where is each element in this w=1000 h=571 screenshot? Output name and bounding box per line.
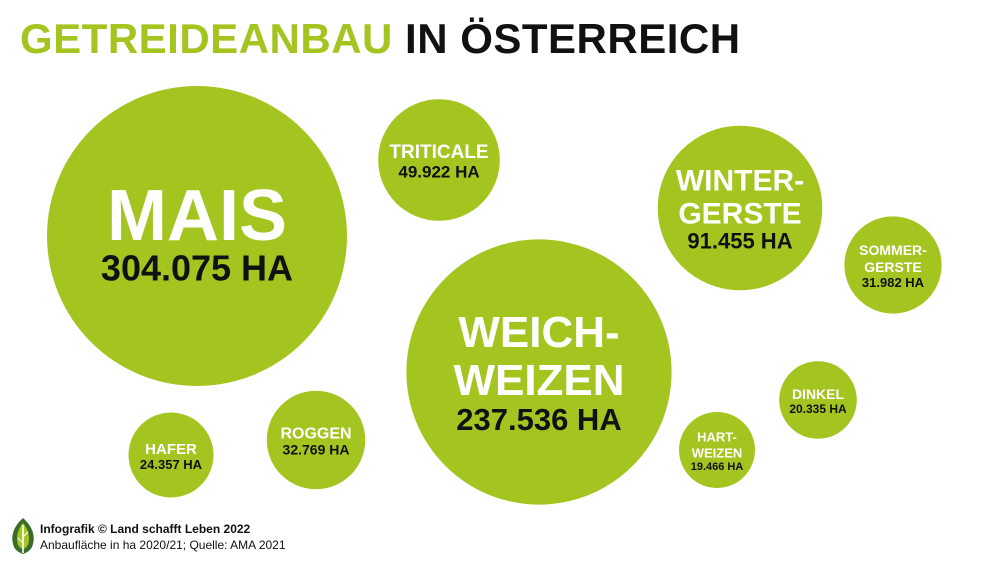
- bubble-hafer: [128, 412, 214, 498]
- bubble-dinkel: [779, 361, 857, 439]
- bubble-label-hartweizen: WEIZEN: [692, 445, 743, 460]
- bubble-mais: [47, 86, 347, 386]
- bubble-value-mais: 304.075 HA: [101, 248, 293, 289]
- bubble-value-wintergerste: 91.455 HA: [687, 228, 792, 253]
- bubble-weichweizen: [406, 239, 672, 505]
- footer-source: Anbaufläche in ha 2020/21; Quelle: AMA 2…: [40, 538, 286, 552]
- bubble-value-sommergerste: 31.982 HA: [862, 275, 925, 290]
- bubble-label-triticale: TRITICALE: [389, 142, 488, 163]
- bubble-label-weichweizen: WEIZEN: [453, 356, 624, 405]
- bubble-label-dinkel: DINKEL: [792, 386, 845, 402]
- bubble-label-hartweizen: HART-: [697, 429, 737, 444]
- leaf-icon: [12, 518, 34, 554]
- bubble-roggen: [266, 390, 366, 490]
- bubble-value-hartweizen: 19.466 HA: [691, 461, 744, 473]
- bubble-value-dinkel: 20.335 HA: [789, 402, 847, 416]
- bubble-wintergerste: [657, 125, 823, 291]
- bubble-label-sommergerste: SOMMER-: [859, 242, 927, 258]
- bubble-label-mais: MAIS: [107, 176, 287, 256]
- title-accent: GETREIDEANBAU: [20, 15, 393, 62]
- bubble-hartweizen: [679, 412, 755, 488]
- bubble-label-roggen: ROGGEN: [280, 426, 351, 443]
- bubble-value-roggen: 32.769 HA: [283, 442, 350, 458]
- footer: Infografik © Land schafft Leben 2022 Anb…: [40, 521, 286, 553]
- bubble-label-weichweizen: WEICH-: [458, 308, 619, 357]
- bubble-label-wintergerste: WINTER-: [676, 165, 804, 198]
- footer-credit: Infografik © Land schafft Leben 2022: [40, 522, 251, 536]
- bubble-value-weichweizen: 237.536 HA: [456, 402, 621, 437]
- bubble-label-sommergerste: GERSTE: [864, 259, 922, 275]
- bubble-sommergerste: [844, 216, 942, 314]
- bubble-label-hafer: HAFER: [145, 441, 197, 458]
- bubble-value-hafer: 24.357 HA: [140, 457, 203, 472]
- title-main: IN ÖSTERREICH: [405, 15, 741, 62]
- bubble-value-triticale: 49.922 HA: [398, 163, 479, 182]
- page-title: GETREIDEANBAU IN ÖSTERREICH: [20, 18, 741, 60]
- bubble-label-wintergerste: GERSTE: [678, 198, 801, 231]
- bubble-triticale: [378, 99, 500, 221]
